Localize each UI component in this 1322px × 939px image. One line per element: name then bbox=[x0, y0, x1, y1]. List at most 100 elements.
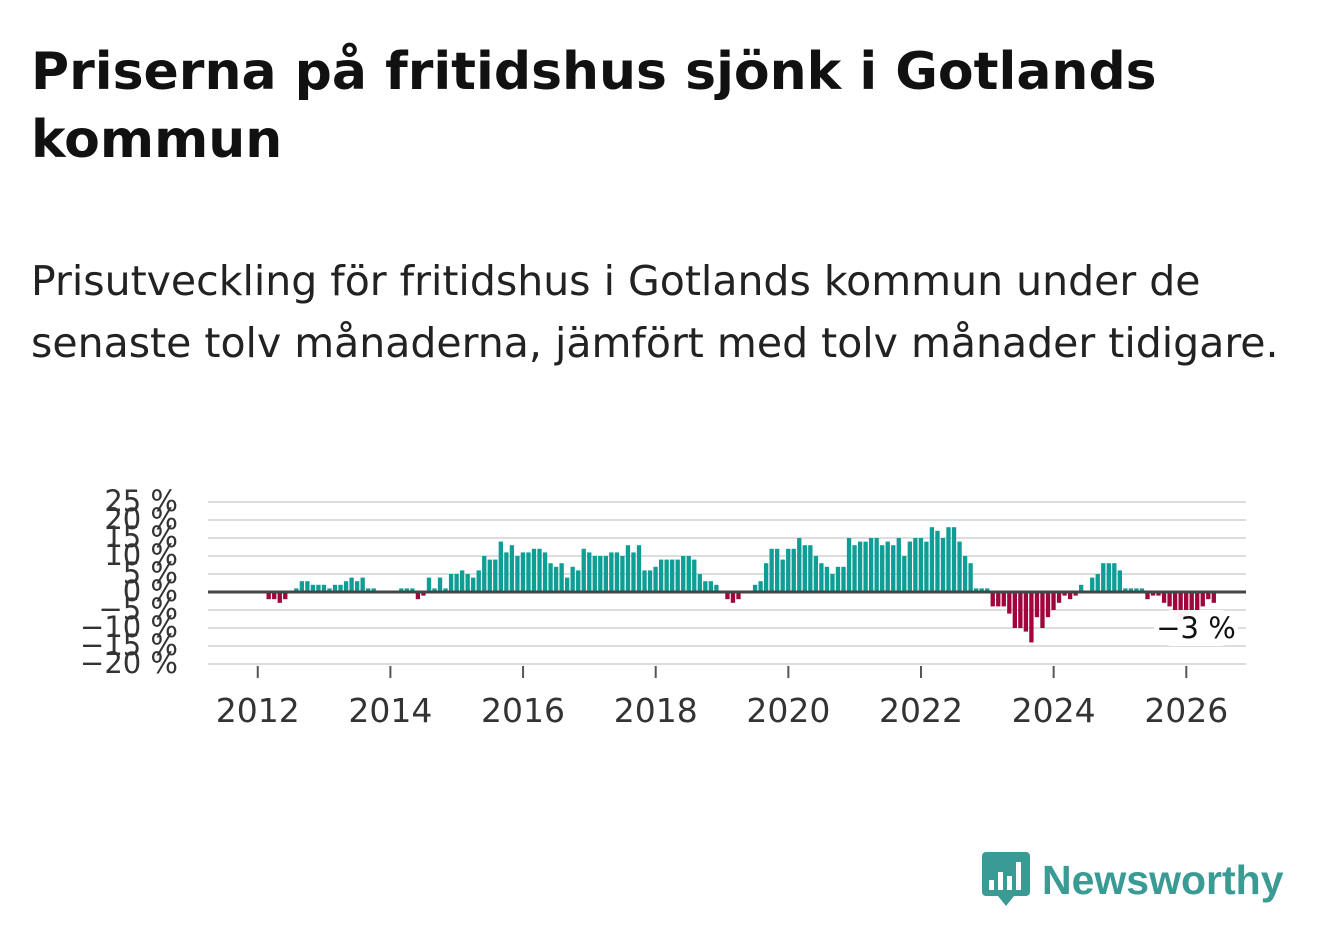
bar bbox=[459, 570, 465, 592]
x-tick-label: 2022 bbox=[879, 691, 963, 730]
bar bbox=[1078, 584, 1084, 592]
bar bbox=[1178, 592, 1183, 621]
bar bbox=[769, 548, 774, 592]
bar bbox=[819, 563, 824, 592]
bar bbox=[1007, 592, 1012, 614]
bar bbox=[410, 588, 415, 592]
bar bbox=[360, 577, 365, 592]
bar bbox=[686, 556, 691, 592]
bar bbox=[1139, 588, 1145, 592]
last-value-annotation: −3 % bbox=[1154, 610, 1238, 646]
bar bbox=[548, 563, 553, 592]
x-tick-label: 2020 bbox=[746, 691, 830, 730]
bar bbox=[1018, 592, 1023, 628]
bar bbox=[371, 588, 376, 592]
bar bbox=[725, 592, 730, 600]
bar bbox=[493, 559, 498, 592]
annotation-halo bbox=[1154, 610, 1238, 646]
bar bbox=[471, 577, 476, 592]
bar bbox=[846, 538, 852, 592]
bar bbox=[681, 556, 686, 592]
bar bbox=[1034, 592, 1040, 618]
bar bbox=[929, 527, 935, 592]
bar bbox=[1150, 592, 1156, 596]
bar bbox=[703, 581, 708, 592]
bar bbox=[504, 552, 509, 592]
bar bbox=[476, 570, 481, 592]
bar bbox=[1023, 592, 1029, 632]
bar bbox=[310, 584, 316, 592]
x-tick-label: 2024 bbox=[1012, 691, 1096, 730]
bar bbox=[404, 588, 410, 592]
y-tick-label: 0 % bbox=[123, 574, 178, 608]
bar bbox=[448, 574, 454, 592]
last-value-label: −3 % bbox=[1156, 611, 1236, 645]
bar bbox=[553, 566, 559, 592]
bar bbox=[985, 588, 990, 592]
bar bbox=[863, 541, 868, 592]
bar bbox=[1200, 592, 1205, 607]
bar bbox=[1106, 563, 1111, 592]
bar bbox=[338, 584, 343, 592]
bar bbox=[918, 538, 924, 592]
bar bbox=[1156, 592, 1161, 596]
bar bbox=[542, 552, 548, 592]
bar bbox=[692, 559, 697, 592]
bar bbox=[775, 548, 780, 592]
newsworthy-logo-icon bbox=[982, 852, 1030, 906]
bar bbox=[714, 584, 719, 592]
bar bbox=[332, 584, 338, 592]
bar bbox=[559, 563, 564, 592]
bar bbox=[675, 559, 680, 592]
bar bbox=[1045, 592, 1051, 618]
y-tick-label: −15 % bbox=[80, 628, 178, 662]
bar bbox=[902, 556, 907, 592]
bar bbox=[973, 588, 979, 592]
bar bbox=[1040, 592, 1045, 628]
bar bbox=[366, 588, 371, 592]
bar bbox=[1128, 588, 1134, 592]
bar bbox=[1029, 592, 1034, 643]
x-axis: 2012 2014 2016 2018 2020 2022 2024 2026 bbox=[216, 666, 1228, 730]
bar bbox=[349, 577, 354, 592]
bar bbox=[443, 588, 448, 592]
bar bbox=[874, 538, 879, 592]
bar bbox=[631, 552, 636, 592]
y-tick-label: 20 % bbox=[104, 502, 178, 536]
bar bbox=[1095, 574, 1100, 592]
bar bbox=[885, 541, 890, 592]
bar bbox=[636, 545, 642, 592]
bar bbox=[935, 530, 940, 592]
bar bbox=[1206, 592, 1211, 600]
bar bbox=[592, 556, 597, 592]
bar bbox=[957, 541, 962, 592]
bar bbox=[305, 581, 310, 592]
bar bbox=[1145, 592, 1150, 600]
bar bbox=[316, 584, 321, 592]
bar bbox=[808, 545, 813, 592]
bar bbox=[587, 552, 592, 592]
y-tick-label: 5 % bbox=[123, 556, 178, 590]
bar-chart: −20 %−15 %−10 %−5 %0 %5 %10 %15 %20 %25 … bbox=[80, 484, 1246, 730]
bar bbox=[266, 592, 271, 600]
bar bbox=[830, 574, 835, 592]
bar bbox=[913, 538, 918, 592]
y-tick-label: −10 % bbox=[80, 610, 178, 644]
bar bbox=[653, 566, 658, 592]
bar bbox=[802, 545, 807, 592]
y-tick-label: 10 % bbox=[104, 538, 178, 572]
bar bbox=[1161, 592, 1167, 603]
bar bbox=[951, 527, 957, 592]
bar bbox=[620, 556, 625, 592]
bar bbox=[940, 538, 946, 592]
bar bbox=[791, 548, 796, 592]
bar bbox=[896, 538, 901, 592]
bar bbox=[697, 574, 702, 592]
bar bbox=[625, 545, 631, 592]
bar bbox=[835, 566, 841, 592]
bar bbox=[526, 552, 531, 592]
newsworthy-logo: Newsworthy bbox=[980, 850, 1284, 910]
bar bbox=[1012, 592, 1017, 628]
bar bbox=[786, 548, 791, 592]
y-tick-label: −20 % bbox=[80, 646, 178, 680]
